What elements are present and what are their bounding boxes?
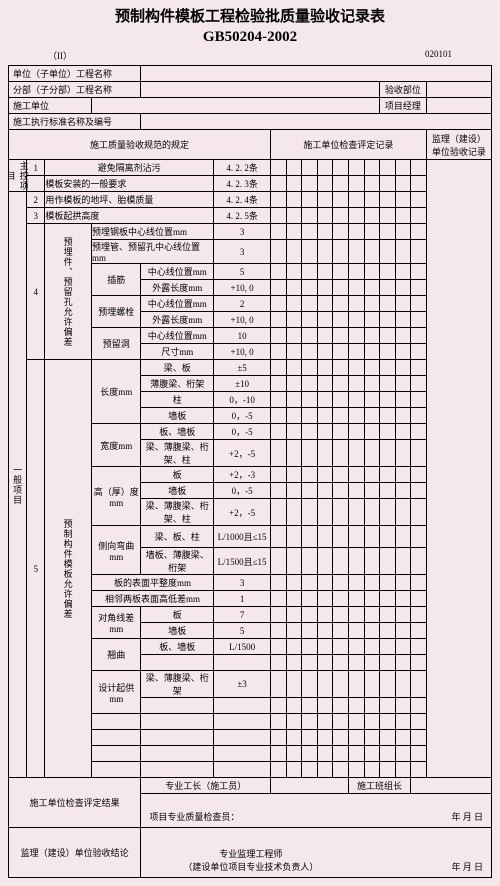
main-ctrl: 主控项目 [9, 160, 27, 192]
r2-c: 4. 2. 3条 [214, 176, 271, 192]
ft-date1: 年 月 日 [451, 810, 483, 823]
ft-eng-sub: （建设单位项目专业技术负责人） [183, 860, 318, 873]
hdr-accept: 验收部位 [380, 82, 427, 98]
r3-c: 4. 2. 4条 [214, 192, 271, 208]
r1-c: 4. 2. 2条 [214, 160, 271, 176]
col-spec: 施工质量验收规范的规定 [9, 130, 271, 160]
g4c: 插筋 [92, 264, 141, 296]
g5-n: 5 [27, 360, 45, 778]
ft-team: 施工班组长 [348, 778, 410, 794]
general: 一般项目 [9, 192, 27, 778]
hdr-construct: 施工单位 [9, 98, 92, 114]
hdr-unit: 单位（子单位）工程名称 [9, 66, 141, 82]
g4a: 预埋钢板中心线位置mm [92, 224, 214, 240]
ft-sup-result: 监理（建设）单位验收结论 [9, 828, 141, 878]
ft-date2: 年 月 日 [451, 860, 483, 873]
g4b: 预埋管、预留孔中心线位置mm [92, 240, 214, 264]
r3-name: 用作模板的地坪、胎模质量 [45, 192, 214, 208]
hdr-pm: 项目经理 [380, 98, 427, 114]
ft-unit-result: 施工单位检查评定结果 [9, 778, 141, 828]
g4-cat: 预埋件、预留孔允许偏差 [45, 224, 92, 360]
g5-cat: 预制构件模板允许偏差 [45, 360, 92, 778]
col-supervise: 监理（建设）单位验收记录 [426, 130, 491, 160]
main-table: 单位（子单位）工程名称 分部（子分部）工程名称 验收部位 施工单位 项目经理 施工执… [8, 65, 492, 878]
hdr-std: 施工执行标准名称及编号 [9, 114, 141, 130]
ft-eng: 专业监理工程师 [183, 847, 318, 860]
g5warp: 翘曲 [92, 639, 141, 671]
col-check: 施工单位检查评定记录 [271, 130, 427, 160]
r4-c: 4. 2. 5条 [214, 208, 271, 224]
g4-n: 4 [27, 224, 45, 360]
ft-chief: 专业工长（施工员） [141, 778, 271, 794]
g5adj: 相邻两板表面高低差mm [92, 591, 214, 607]
g5len: 长度mm [92, 360, 141, 424]
r3-n: 2 [27, 192, 45, 208]
r1-name: 避免隔离剂沾污 [45, 160, 214, 176]
sub-left: （II） [48, 49, 72, 62]
title-line2: GB50204-2002 [8, 28, 492, 48]
g4d: 预埋螺栓 [92, 296, 141, 328]
r2-name: 模板安装的一般要求 [45, 176, 214, 192]
g4e: 预留洞 [92, 328, 141, 360]
g5design: 设计起供mm [92, 671, 141, 714]
r4-n: 3 [27, 208, 45, 224]
r4-name: 模板起拱高度 [45, 208, 214, 224]
g5flat: 板的表面平整度mm [92, 575, 214, 591]
g5diag: 对角线差mm [92, 607, 141, 639]
sub-right: 020101 [425, 49, 452, 62]
g5wid: 宽度mm [92, 424, 141, 467]
ft-qc: 项目专业质量检查员： [149, 810, 239, 823]
g5bend: 侧向弯曲mm [92, 526, 141, 575]
title-line1: 预制构件模板工程检验批质量验收记录表 [8, 8, 492, 28]
g5hgt: 高（厚）度mm [92, 467, 141, 526]
hdr-sub: 分部（子分部）工程名称 [9, 82, 141, 98]
